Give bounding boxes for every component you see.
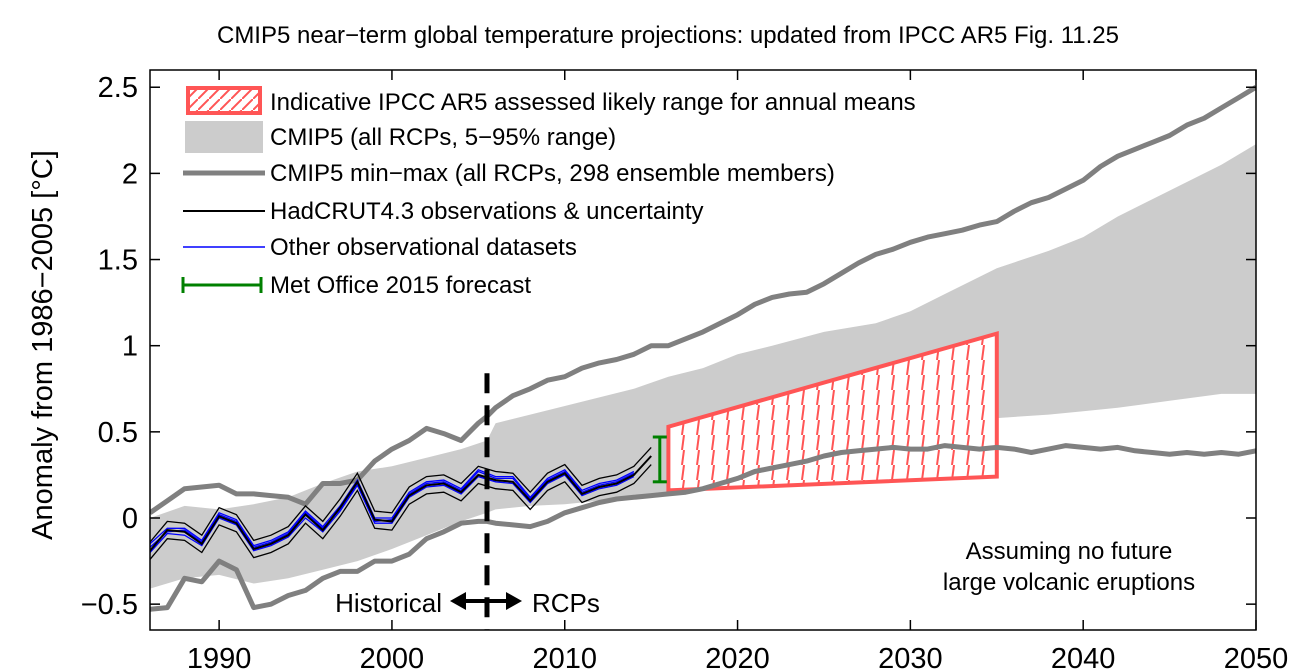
legend-forecast-swatch (181, 277, 263, 293)
x-tick-label: 2050 (1224, 643, 1289, 672)
hadcrut-lower-line (150, 464, 652, 560)
volcanic-note-line2: large volcanic eruptions (943, 569, 1195, 596)
cmip5-max-line (150, 85, 1256, 515)
legend-ipcc-swatch (186, 86, 262, 115)
cmip5-min-line (150, 443, 1256, 612)
hadcrut-line (150, 455, 652, 552)
x-tick-label: 2040 (1051, 643, 1116, 672)
y-axis-label: Anomaly from 1986−2005 [°C] (27, 150, 59, 540)
legend-ipcc-label: Indicative IPCC AR5 assessed likely rang… (270, 89, 916, 116)
x-ticks: 1990 2000 2010 2020 2030 2040 2050 (187, 70, 1288, 672)
other-dataset-line-2 (150, 474, 635, 553)
plot-area (150, 85, 1256, 630)
x-tick-label: 1990 (187, 643, 252, 672)
legend-forecast-label: Met Office 2015 forecast (270, 272, 531, 299)
rcps-label: RCPs (532, 588, 600, 618)
y-tick-label: −0.5 (81, 589, 138, 621)
legend-cmip5-range-swatch (185, 121, 263, 153)
cmip5-range-band (150, 144, 1256, 589)
y-tick-label: 2 (122, 158, 138, 190)
hadcrut-upper-line (150, 446, 652, 543)
legend-minmax-label: CMIP5 min−max (all RCPs, 298 ensemble me… (270, 160, 835, 187)
y-tick-label: 0 (122, 503, 138, 535)
y-tick-label: 1 (122, 331, 138, 363)
chart-title: CMIP5 near−term global temperature proje… (217, 22, 1119, 49)
other-dataset-line-3 (150, 468, 635, 547)
x-tick-label: 2000 (360, 643, 425, 672)
y-tick-label: 1.5 (98, 245, 138, 277)
met-office-forecast (652, 435, 667, 484)
y-ticks: −0.5 0 0.5 1 1.5 2 2.5 (81, 72, 1256, 621)
historical-label: Historical (335, 588, 442, 618)
legend: Indicative IPCC AR5 assessed likely rang… (181, 86, 916, 299)
x-tick-label: 2020 (705, 643, 770, 672)
y-tick-label: 0.5 (98, 417, 138, 449)
legend-hadcrut-label: HadCRUT4.3 observations & uncertainty (270, 198, 704, 225)
x-tick-label: 2030 (878, 643, 943, 672)
volcanic-note-line1: Assuming no future (966, 538, 1173, 565)
period-arrow (450, 592, 522, 610)
legend-cmip5-range-label: CMIP5 (all RCPs, 5−95% range) (270, 124, 616, 151)
plot-frame (149, 69, 1257, 631)
y-tick-label: 2.5 (98, 72, 138, 104)
x-tick-label: 2010 (532, 643, 597, 672)
legend-other-label: Other observational datasets (270, 234, 577, 261)
